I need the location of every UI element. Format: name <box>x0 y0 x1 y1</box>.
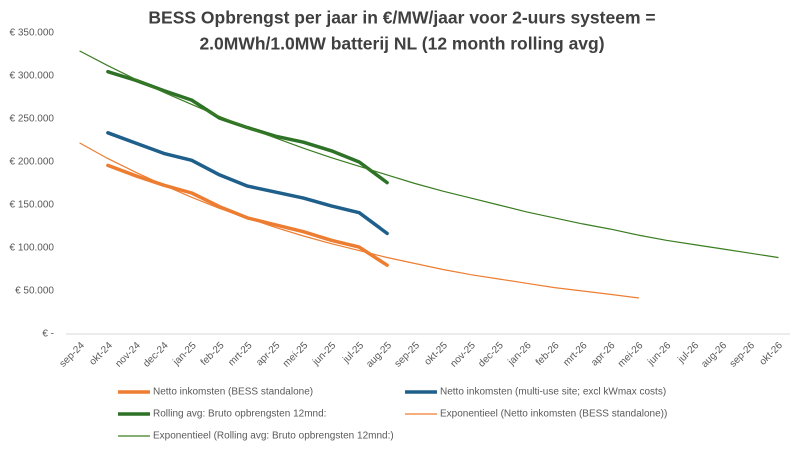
y-tick-label: € - <box>42 329 54 340</box>
legend-label: Rolling avg: Bruto opbrengsten 12mnd: <box>153 409 326 420</box>
y-tick-label: € 250.000 <box>10 114 55 125</box>
series-line <box>106 131 389 236</box>
chart-title: 2.0MWh/1.0MW batterij NL (12 month rolli… <box>199 34 604 54</box>
y-tick-label: € 350.000 <box>10 28 55 39</box>
y-tick-label: € 50.000 <box>15 286 54 297</box>
legend-label: Netto inkomsten (multi-use site; excl kW… <box>440 387 666 398</box>
series-line <box>79 50 779 259</box>
chart-title: BESS Opbrengst per jaar in €/MW/jaar voo… <box>148 8 655 28</box>
y-tick-label: € 150.000 <box>10 200 55 211</box>
y-tick-label: € 100.000 <box>10 243 55 254</box>
series-line <box>79 142 639 299</box>
y-tick-label: € 200.000 <box>10 157 55 168</box>
legend-label: Netto inkomsten (BESS standalone) <box>153 387 313 398</box>
y-tick-label: € 300.000 <box>10 71 55 82</box>
legend-label: Exponentieel (Netto inkomsten (BESS stan… <box>440 409 667 420</box>
legend-label: Exponentieel (Rolling avg: Bruto opbreng… <box>153 431 394 442</box>
